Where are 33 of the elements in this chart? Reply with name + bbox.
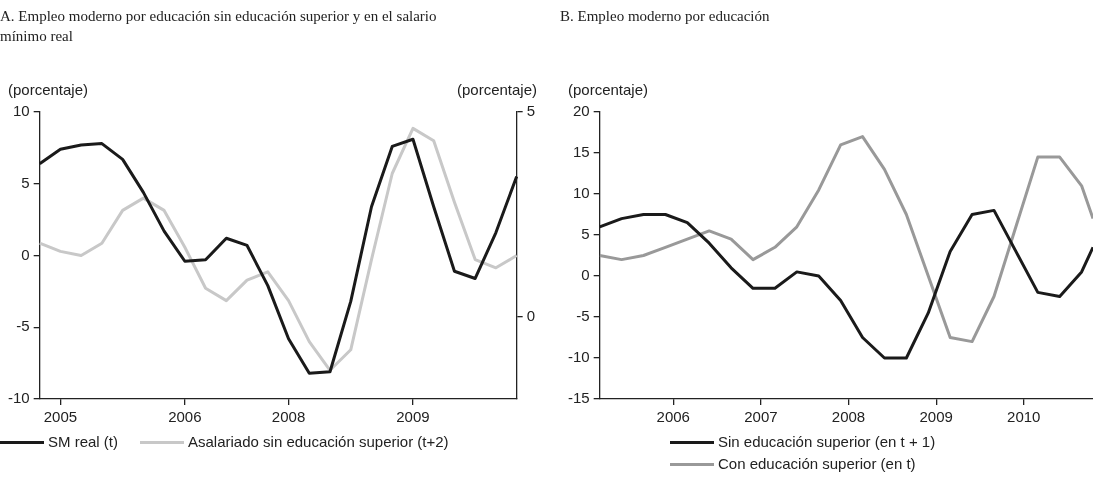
x-tick-label: 2010 xyxy=(1007,408,1041,426)
chart-title: A. Empleo moderno por educación sin educación superior y en el salario mínimo real xyxy=(0,7,438,46)
y-tick-label: 20 xyxy=(572,102,590,120)
y-tick-label: 10 xyxy=(572,184,590,202)
legend-label: Sin educación superior (en t + 1) xyxy=(718,433,936,451)
legend-label: Asalariado sin educación superior (t+2) xyxy=(188,433,449,451)
x-tick-label: 2007 xyxy=(744,408,778,426)
x-tick-label: 2006 xyxy=(656,408,690,426)
y-tick-label: -5 xyxy=(576,307,590,325)
chart-title: B. Empleo moderno por educación xyxy=(560,7,771,26)
y-tick-label: 5 xyxy=(581,225,590,243)
y-tick-label: -10 xyxy=(567,348,590,366)
x-tick-label: 2008 xyxy=(831,408,866,426)
y-tick-label: 5 xyxy=(21,173,30,191)
x-tick-label: 2006 xyxy=(168,408,202,426)
y-tick-label: 0 xyxy=(21,245,30,263)
y-tick-label: -15 xyxy=(567,389,590,407)
y2-tick-label: 5 xyxy=(526,102,535,120)
y2-tick-label: 0 xyxy=(526,307,535,325)
y-tick-label: 10 xyxy=(12,102,30,120)
x-tick-label: 2009 xyxy=(396,408,430,426)
x-tick-label: 2009 xyxy=(919,408,953,426)
x-tick-label: 2005 xyxy=(43,408,78,426)
y-axis-title: (porcentaje) xyxy=(8,80,89,98)
legend-label: SM real (t) xyxy=(48,433,119,451)
legend-label: Con educación superior (en t) xyxy=(718,455,916,473)
y-axis-title: (porcentaje) xyxy=(568,80,649,98)
y2-axis-title: (porcentaje) xyxy=(456,80,537,98)
y-tick-label: -10 xyxy=(7,389,30,407)
y-tick-label: 0 xyxy=(581,266,590,284)
y-tick-label: 15 xyxy=(572,143,590,161)
y-tick-label: -5 xyxy=(16,317,30,335)
x-tick-label: 2008 xyxy=(271,408,306,426)
